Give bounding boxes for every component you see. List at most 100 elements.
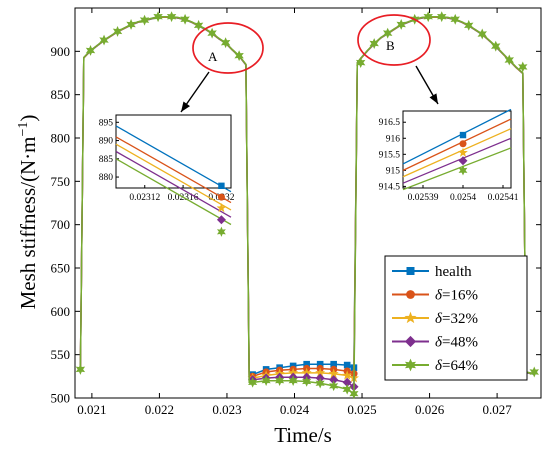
series-point — [126, 19, 136, 30]
legend-item: δ=16% — [392, 288, 478, 304]
series-point — [220, 37, 231, 49]
inset-series-point — [216, 202, 227, 213]
series-point — [302, 376, 312, 387]
annotation-label: A — [208, 49, 218, 64]
legend-item: δ=64% — [392, 358, 478, 374]
inset-x-tick-label: 0.0254 — [450, 193, 476, 203]
x-tick-label: 0.026 — [415, 402, 445, 417]
x-tick-label: 0.027 — [482, 402, 512, 417]
svg-text:Mesh stiffness/(N·m−1): Mesh stiffness/(N·m−1) — [16, 115, 40, 310]
legend-marker — [406, 290, 415, 299]
series-point — [207, 27, 217, 39]
y-tick-label: 750 — [51, 174, 71, 189]
inset-series-point — [216, 215, 226, 225]
series-point — [504, 54, 514, 66]
zoom-inset-B: 0.02539 0.0254 0.02541 914.5 915 915.5 916 916.… — [379, 108, 519, 203]
inset-y-tick-label: 890 — [99, 137, 114, 147]
series-point — [328, 368, 339, 378]
inset-series-point — [218, 182, 225, 190]
inset-series-line — [402, 128, 512, 178]
inset-y-tick-label: 895 — [99, 118, 114, 128]
legend-series-name: =64% — [442, 358, 478, 374]
y-axis-label: Mesh stiffness/(N·m−1) — [16, 115, 40, 310]
x-axis-label: Time/s — [274, 423, 332, 447]
series-point — [248, 377, 258, 388]
series-point — [275, 375, 285, 386]
series-point — [180, 13, 190, 25]
legend-item: δ=32% — [392, 311, 478, 327]
series-point — [342, 370, 353, 380]
series-point — [139, 14, 150, 26]
series-point — [288, 367, 299, 378]
series-point — [303, 360, 310, 368]
series-point — [193, 19, 204, 31]
legend-marker — [404, 358, 417, 372]
series-point — [437, 11, 447, 23]
legend-label: δ=64% — [435, 358, 478, 374]
y-tick-label: 500 — [51, 391, 71, 406]
series-point — [316, 360, 324, 368]
y-tick-label: 550 — [51, 347, 71, 362]
legend-delta-symbol: δ — [435, 358, 443, 374]
inset-series-line — [402, 137, 512, 184]
series-point — [491, 40, 501, 52]
series-point — [112, 25, 123, 37]
legend-delta-symbol: δ — [435, 288, 443, 304]
series-point — [342, 377, 352, 388]
x-tick-label: 0.022 — [145, 402, 174, 417]
inset-series-point — [458, 156, 468, 166]
series-point — [315, 367, 326, 378]
series-point — [153, 11, 163, 23]
x-tick-label: 0.024 — [280, 402, 310, 417]
series-point — [450, 13, 460, 25]
inset-series-line — [115, 158, 232, 226]
legend-series-name: health — [435, 264, 472, 280]
y-tick-label: 700 — [51, 217, 71, 232]
series-point — [423, 11, 433, 23]
y-axis-label-close: ) — [16, 115, 40, 122]
highlight-ellipse — [357, 14, 431, 66]
plot-frame — [74, 7, 542, 399]
inset-series-line — [115, 136, 232, 204]
y-tick-label: 650 — [51, 261, 71, 276]
legend-series-name: =32% — [442, 311, 478, 327]
series-point — [343, 361, 351, 369]
inset-series-line — [115, 143, 232, 211]
series-point — [75, 363, 86, 375]
annotation-arrow-head — [181, 101, 191, 112]
x-tick-label: 0.023 — [212, 402, 241, 417]
inset-x-tick-label: 0.02541 — [488, 193, 519, 203]
x-tick-label: 0.021 — [77, 402, 106, 417]
y-axis-label-sup: −1 — [16, 122, 31, 137]
inset-y-tick-label: 880 — [99, 173, 114, 183]
y-tick-label: 850 — [51, 87, 71, 102]
inset-y-tick-label: 916.5 — [379, 118, 401, 128]
legend-delta-symbol: δ — [435, 335, 443, 351]
series-point — [261, 375, 271, 386]
legend-label: δ=16% — [435, 288, 478, 304]
highlight-ellipse — [192, 22, 264, 74]
series-point — [301, 367, 312, 378]
series-point — [85, 45, 96, 56]
legend-marker — [404, 335, 417, 348]
y-tick-label: 800 — [51, 131, 71, 146]
inset-series-line — [402, 118, 512, 171]
inset-series-line — [115, 150, 232, 218]
series-point — [349, 388, 359, 399]
inset-y-tick-label: 916 — [386, 134, 401, 144]
series-point — [99, 34, 109, 46]
inset-series-point — [459, 131, 467, 139]
series-point — [518, 61, 528, 73]
series-point — [315, 377, 325, 389]
series-point — [329, 375, 339, 385]
inset-series-point — [459, 140, 467, 148]
annotation-label: B — [386, 38, 395, 53]
legend-item: health — [392, 264, 472, 280]
inset-series-point — [217, 193, 225, 201]
inset-series-line — [115, 125, 232, 193]
inset-frame — [115, 114, 232, 189]
series-point — [288, 375, 298, 386]
series-point — [166, 11, 177, 23]
